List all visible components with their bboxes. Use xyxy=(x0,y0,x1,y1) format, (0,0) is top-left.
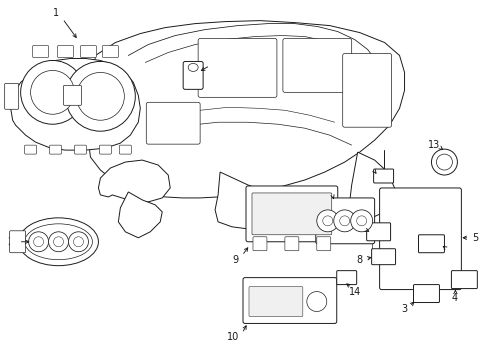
FancyBboxPatch shape xyxy=(119,145,131,154)
FancyBboxPatch shape xyxy=(49,145,61,154)
Text: 4: 4 xyxy=(450,293,457,302)
FancyBboxPatch shape xyxy=(102,45,118,58)
Text: 12: 12 xyxy=(361,163,373,173)
FancyBboxPatch shape xyxy=(316,237,330,251)
FancyBboxPatch shape xyxy=(243,278,336,323)
Polygon shape xyxy=(349,152,394,218)
FancyBboxPatch shape xyxy=(418,235,444,253)
Text: 9: 9 xyxy=(231,255,238,265)
Text: 11: 11 xyxy=(323,187,335,197)
Circle shape xyxy=(306,292,326,311)
FancyBboxPatch shape xyxy=(336,271,356,285)
Text: 7: 7 xyxy=(356,225,362,235)
Text: 15: 15 xyxy=(211,58,224,68)
FancyBboxPatch shape xyxy=(146,102,200,144)
FancyBboxPatch shape xyxy=(5,84,19,109)
Polygon shape xyxy=(215,172,304,230)
FancyBboxPatch shape xyxy=(366,223,390,241)
FancyBboxPatch shape xyxy=(371,249,395,265)
Text: 1: 1 xyxy=(52,8,59,18)
FancyBboxPatch shape xyxy=(58,45,73,58)
Text: 2: 2 xyxy=(7,237,14,247)
Polygon shape xyxy=(11,58,140,150)
Circle shape xyxy=(322,216,332,226)
FancyBboxPatch shape xyxy=(285,237,298,251)
Circle shape xyxy=(65,62,135,131)
Circle shape xyxy=(436,154,451,170)
FancyBboxPatch shape xyxy=(198,39,276,97)
Circle shape xyxy=(339,216,349,226)
Circle shape xyxy=(430,149,456,175)
Circle shape xyxy=(333,210,355,232)
Circle shape xyxy=(53,237,63,247)
FancyBboxPatch shape xyxy=(10,231,25,253)
Circle shape xyxy=(350,210,372,232)
FancyBboxPatch shape xyxy=(24,145,37,154)
FancyBboxPatch shape xyxy=(283,39,351,92)
Ellipse shape xyxy=(188,63,198,71)
FancyBboxPatch shape xyxy=(252,237,266,251)
Ellipse shape xyxy=(24,224,92,260)
Text: 8: 8 xyxy=(356,255,362,265)
Polygon shape xyxy=(118,192,162,238)
FancyBboxPatch shape xyxy=(74,145,86,154)
FancyBboxPatch shape xyxy=(248,287,302,316)
Circle shape xyxy=(316,210,338,232)
FancyBboxPatch shape xyxy=(373,169,393,183)
Text: 13: 13 xyxy=(427,140,440,150)
Ellipse shape xyxy=(19,218,98,266)
Polygon shape xyxy=(98,160,170,202)
Text: 14: 14 xyxy=(348,287,360,297)
FancyBboxPatch shape xyxy=(251,193,331,235)
Circle shape xyxy=(356,216,366,226)
FancyBboxPatch shape xyxy=(342,54,391,127)
FancyBboxPatch shape xyxy=(379,188,461,289)
Circle shape xyxy=(48,232,68,252)
Circle shape xyxy=(73,237,83,247)
Circle shape xyxy=(29,232,48,252)
FancyBboxPatch shape xyxy=(315,198,374,244)
Circle shape xyxy=(68,232,88,252)
Circle shape xyxy=(76,72,124,120)
Circle shape xyxy=(31,71,74,114)
FancyBboxPatch shape xyxy=(33,45,48,58)
FancyBboxPatch shape xyxy=(99,145,111,154)
FancyBboxPatch shape xyxy=(450,271,476,289)
FancyBboxPatch shape xyxy=(413,285,439,302)
Text: 5: 5 xyxy=(471,233,477,243)
Circle shape xyxy=(34,237,43,247)
FancyBboxPatch shape xyxy=(81,45,96,58)
Text: 10: 10 xyxy=(226,332,239,342)
FancyBboxPatch shape xyxy=(63,85,81,105)
Text: 3: 3 xyxy=(401,305,407,315)
Text: 6: 6 xyxy=(446,245,451,255)
FancyBboxPatch shape xyxy=(245,186,337,242)
Polygon shape xyxy=(88,21,404,198)
Circle shape xyxy=(20,60,84,124)
FancyBboxPatch shape xyxy=(183,62,203,89)
